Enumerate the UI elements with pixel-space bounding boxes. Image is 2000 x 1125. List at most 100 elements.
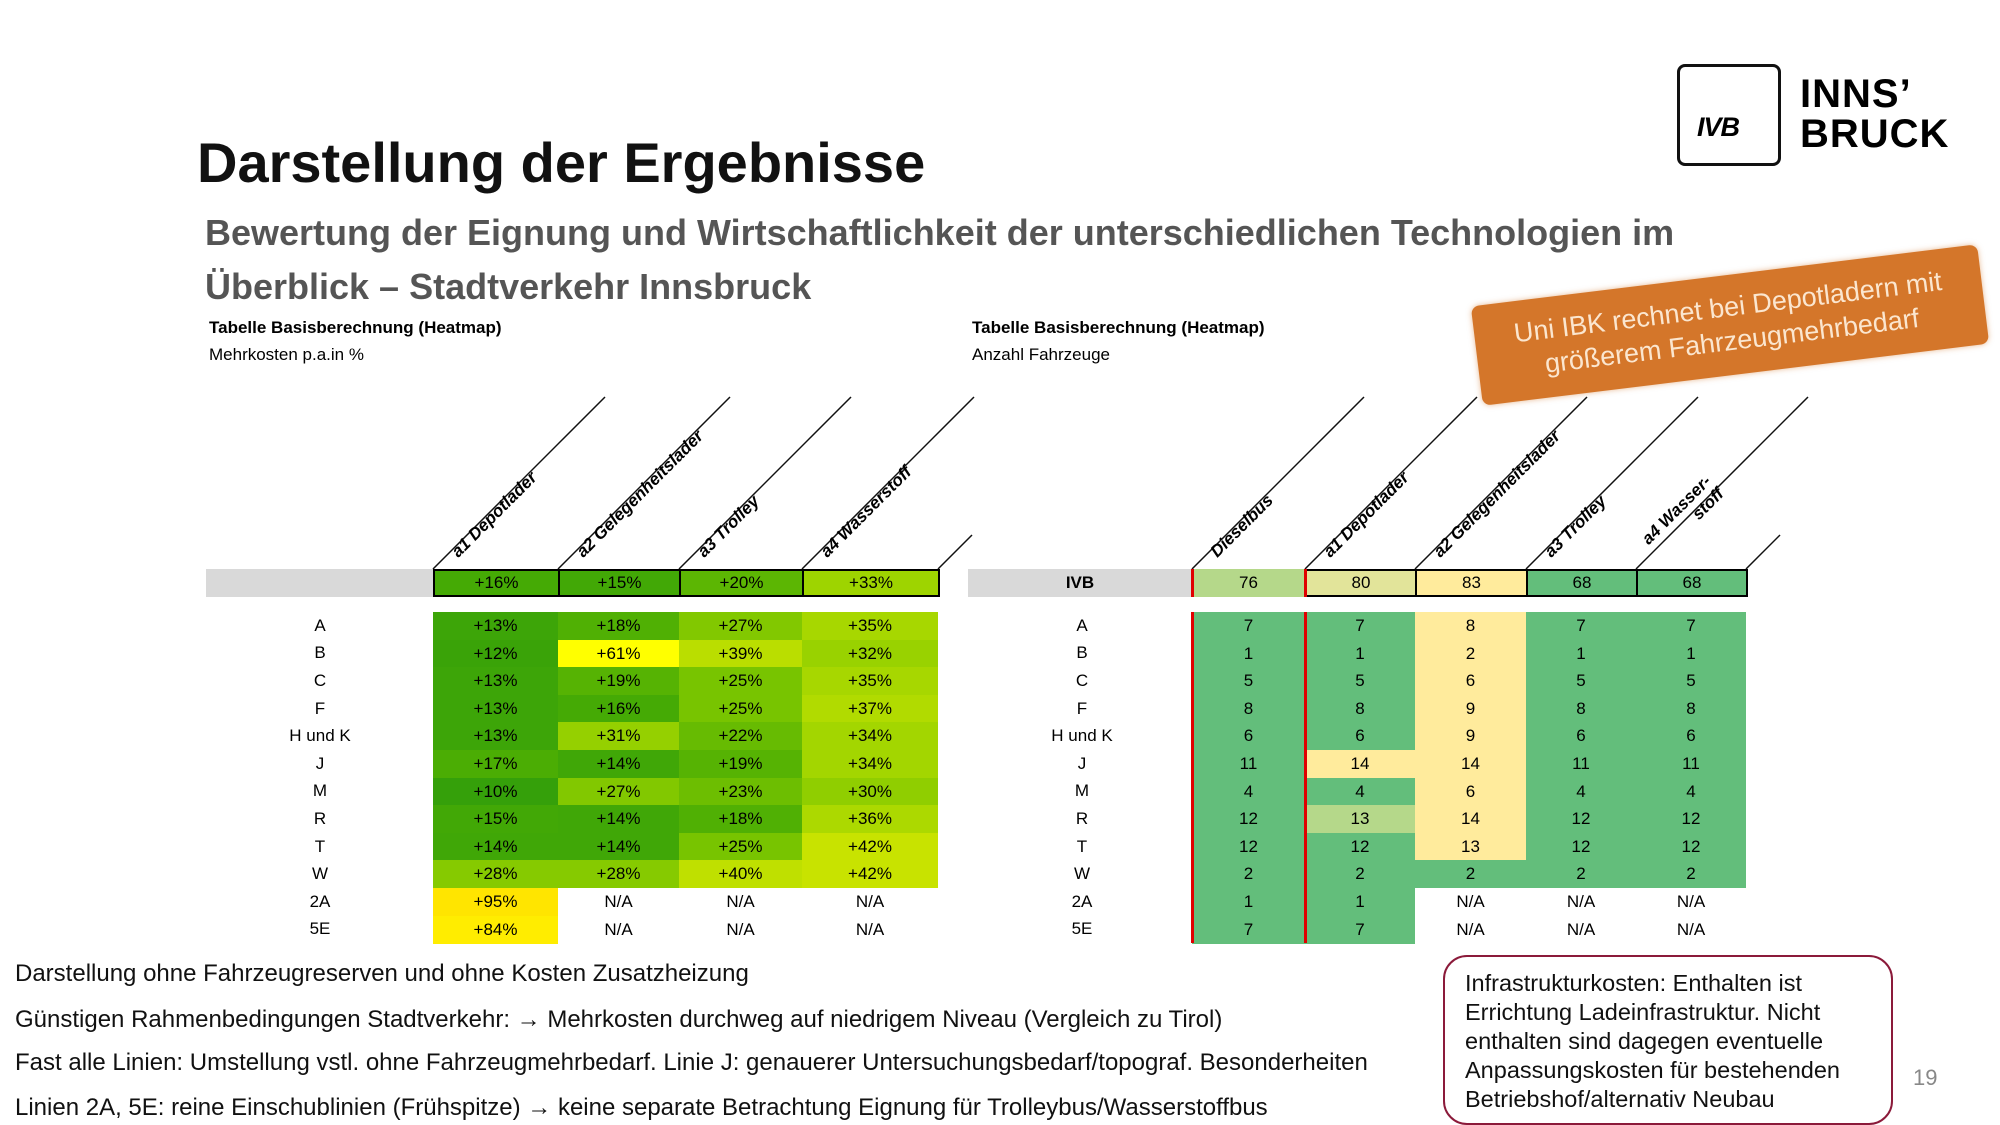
vehicle-count-cell: 12 [1526, 805, 1636, 834]
column-header: Dieselbus [1206, 490, 1277, 561]
heatmap-cell: +27% [558, 777, 679, 806]
vehicle-count-cell: 12 [1305, 832, 1415, 861]
vehicle-count-cell: 11 [1192, 750, 1305, 779]
vehicle-count-cell: 2 [1415, 639, 1526, 668]
heatmap-cell: N/A [679, 888, 802, 917]
row-label: M [312, 781, 328, 801]
heatmap-cell: +34% [802, 722, 938, 751]
heatmap-cell: +22% [679, 722, 802, 751]
vehicle-count-cell: 9 [1415, 694, 1526, 723]
vehicle-count-cell: 1 [1636, 639, 1746, 668]
summary-cell: 76 [1192, 569, 1305, 597]
summary-cell: 68 [1526, 569, 1638, 597]
row-label: 2A [309, 891, 331, 911]
column-header: a1 Depotlader [447, 468, 541, 561]
vehicle-count-cell: 8 [1305, 694, 1415, 723]
heatmap-cell: +35% [802, 667, 938, 696]
left-table-label: Tabelle Basisberechnung (Heatmap) [209, 318, 502, 337]
vehicle-count-cell: 1 [1192, 639, 1305, 668]
heatmap-cell: +25% [679, 832, 802, 861]
vehicle-count-cell: 2 [1192, 860, 1305, 889]
heatmap-cell: +10% [433, 777, 558, 806]
logo-ivb: IVB [1697, 112, 1740, 142]
column-divider-line [557, 396, 731, 570]
right-table-sublabel: Anzahl Fahrzeuge [972, 345, 1110, 364]
row-label: 5E [309, 919, 331, 939]
logo-line1: INNS’ [1800, 72, 1912, 116]
heatmap-cell: +14% [558, 750, 679, 779]
heatmap-cell: +35% [802, 612, 938, 641]
heatmap-cell: +25% [679, 667, 802, 696]
vehicle-count-cell: 7 [1192, 612, 1305, 641]
vehicle-count-cell: 1 [1192, 888, 1305, 917]
heatmap-cell: +37% [802, 694, 938, 723]
heatmap-cell: +13% [433, 667, 558, 696]
row-label: R [313, 808, 327, 828]
heatmap-cell: +84% [433, 915, 558, 944]
vehicle-count-cell: 12 [1526, 832, 1636, 861]
row-label: H und K [1051, 726, 1113, 746]
row-label: A [1076, 615, 1088, 635]
page-number: 19 [1913, 1065, 1938, 1090]
vehicle-count-cell: 12 [1192, 805, 1305, 834]
vehicle-count-cell: 14 [1415, 750, 1526, 779]
subtitle-line2: Überblick – Stadtverkehr Innsbruck [205, 266, 812, 307]
column-header: a2 Gelegenheitslader [572, 426, 708, 561]
heatmap-cell: +31% [558, 722, 679, 751]
vehicle-count-cell: 7 [1305, 915, 1415, 944]
vehicle-count-cell: N/A [1636, 888, 1746, 917]
row-label: H und K [289, 726, 351, 746]
vehicle-count-cell: 4 [1526, 777, 1636, 806]
left-table-sublabel: Mehrkosten p.a.in % [209, 345, 364, 364]
red-separator-line [1304, 612, 1307, 944]
heatmap-cell: +13% [433, 694, 558, 723]
annotation-banner: Uni IBK rechnet bei Depotladern mit größ… [1470, 244, 1990, 406]
heatmap-cell: +13% [433, 612, 558, 641]
heatmap-cell: +30% [802, 777, 938, 806]
vehicle-count-cell: N/A [1526, 888, 1636, 917]
heatmap-cell: +15% [433, 805, 558, 834]
heatmap-cell: +34% [802, 750, 938, 779]
summary-cell: 80 [1305, 569, 1417, 597]
column-header: a3 Trolley [1540, 491, 1611, 561]
vehicle-count-cell: N/A [1526, 915, 1636, 944]
column-header: a3 Trolley [693, 491, 764, 561]
heatmap-cell: +19% [558, 667, 679, 696]
heatmap-cell: +42% [802, 832, 938, 861]
vehicle-count-cell: 5 [1636, 667, 1746, 696]
vehicle-count-cell: 1 [1305, 888, 1415, 917]
heatmap-cell: +27% [679, 612, 802, 641]
summary-cell: +15% [558, 569, 681, 597]
summary-row-label: IVB [1065, 573, 1095, 592]
row-label: 2A [1071, 891, 1093, 911]
vehicle-count-cell: 7 [1526, 612, 1636, 641]
red-separator-line [1304, 569, 1307, 597]
column-divider-line [1304, 396, 1478, 570]
vehicle-count-cell: 2 [1305, 860, 1415, 889]
heatmap-cell: +13% [433, 722, 558, 751]
vehicle-count-cell: 8 [1192, 694, 1305, 723]
vehicle-count-cell: 1 [1526, 639, 1636, 668]
row-label: W [1073, 864, 1091, 884]
note-3: Fast alle Linien: Umstellung vstl. ohne … [15, 1049, 1368, 1076]
row-label: T [314, 836, 326, 856]
note-2: Günstigen Rahmenbedingungen Stadtverkehr… [15, 1006, 1223, 1033]
heatmap-cell: +28% [433, 860, 558, 889]
row-label: F [314, 698, 326, 718]
heatmap-cell: +18% [679, 805, 802, 834]
red-separator-line [1191, 612, 1194, 944]
logo-mark [1677, 64, 1781, 166]
vehicle-count-cell: 4 [1305, 777, 1415, 806]
vehicle-count-cell: 13 [1415, 832, 1526, 861]
column-divider-line [432, 396, 606, 570]
column-divider-line [1525, 396, 1699, 570]
row-label: F [1076, 698, 1088, 718]
vehicle-count-cell: 5 [1192, 667, 1305, 696]
vehicle-count-cell: 11 [1526, 750, 1636, 779]
page-title: Darstellung der Ergebnisse [197, 131, 926, 194]
heatmap-cell: +23% [679, 777, 802, 806]
vehicle-count-cell: 6 [1192, 722, 1305, 751]
vehicle-count-cell: 7 [1636, 612, 1746, 641]
row-label: 5E [1071, 919, 1093, 939]
heatmap-cell: N/A [558, 888, 679, 917]
